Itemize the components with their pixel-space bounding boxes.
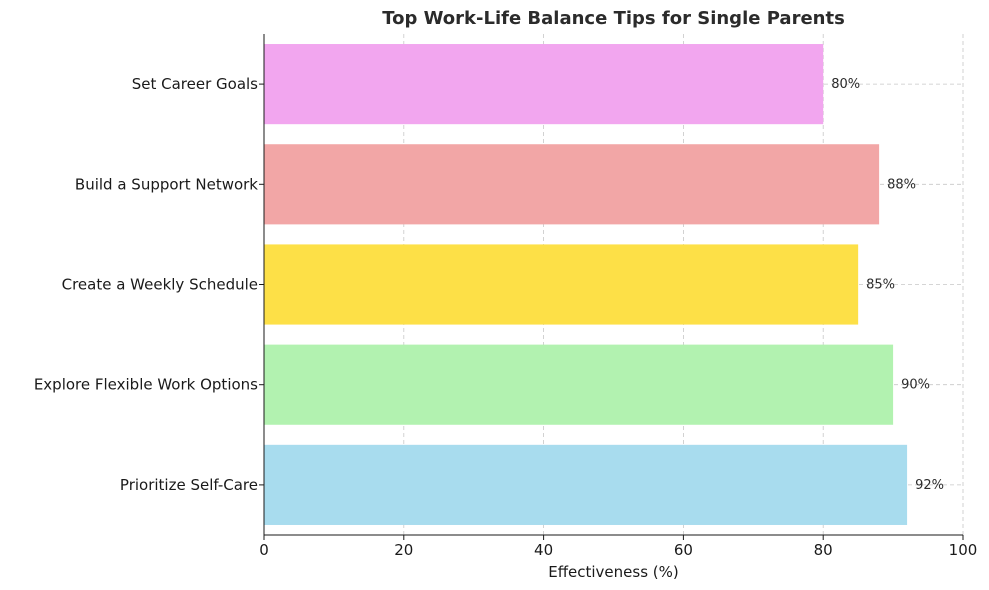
x-tick-label: 20 — [394, 541, 413, 559]
category-label: Explore Flexible Work Options — [34, 376, 258, 394]
x-tick-label: 0 — [259, 541, 269, 559]
x-tick-label: 80 — [814, 541, 833, 559]
x-ticks: 0 20 40 60 80 100 — [259, 535, 977, 559]
data-label: 85% — [866, 278, 895, 293]
bar — [264, 244, 859, 325]
bar — [264, 44, 824, 125]
bar — [264, 444, 908, 525]
x-tick-label: 100 — [949, 541, 978, 559]
category-label: Prioritize Self-Care — [120, 476, 258, 494]
x-axis-title: Effectiveness (%) — [548, 563, 679, 581]
chart-title: Top Work-Life Balance Tips for Single Pa… — [382, 8, 845, 29]
category-label: Build a Support Network — [75, 175, 258, 193]
data-labels: 92% 90% 85% 88% 80% — [831, 77, 944, 493]
data-label: 92% — [915, 478, 944, 493]
category-labels: Prioritize Self-Care Explore Flexible Wor… — [34, 75, 264, 494]
bars — [264, 44, 908, 525]
bar — [264, 144, 880, 225]
bar — [264, 344, 894, 425]
category-label: Create a Weekly Schedule — [62, 276, 258, 294]
x-tick-label: 60 — [674, 541, 693, 559]
data-label: 88% — [887, 177, 916, 192]
category-label: Set Career Goals — [132, 75, 258, 93]
data-label: 80% — [831, 77, 860, 92]
x-tick-label: 40 — [534, 541, 553, 559]
data-label: 90% — [901, 378, 930, 393]
